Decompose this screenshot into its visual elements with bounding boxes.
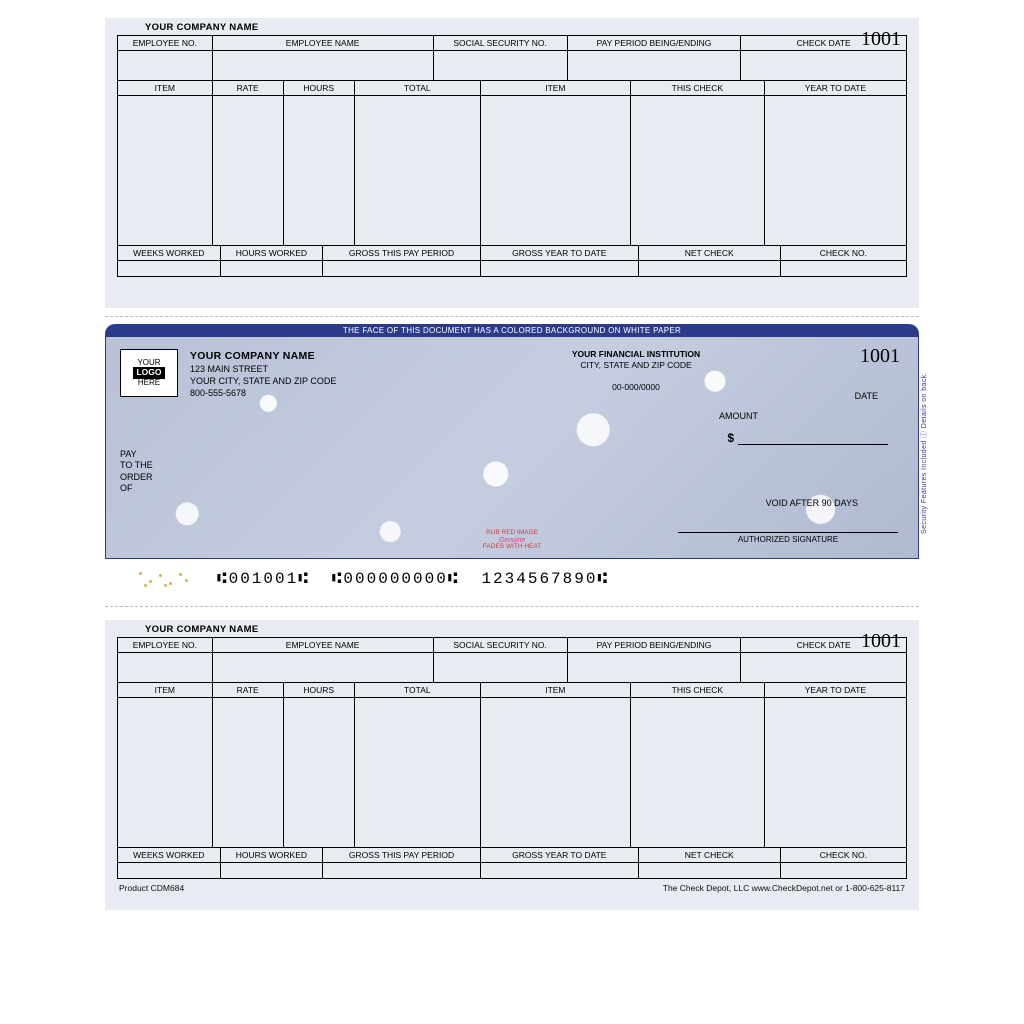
stub-summary-table: WEEKS WORKED HOURS WORKED GROSS THIS PAY… (117, 245, 907, 277)
signature-block: AUTHORIZED SIGNATURE (678, 532, 898, 544)
dollar-sign-icon: $ (727, 431, 734, 445)
gold-security-dots-icon (135, 570, 195, 588)
stub-company-name: YOUR COMPANY NAME (105, 620, 919, 637)
micr-routing: ⑆000000000⑆ (332, 570, 460, 588)
amount-line: $ (727, 431, 888, 445)
col-item2: ITEM (480, 81, 630, 96)
amount-label: AMOUNT (719, 411, 758, 421)
company-name: YOUR COMPANY NAME (190, 349, 336, 363)
pay-to-order-of: PAY TO THE ORDER OF (120, 449, 153, 494)
signature-label: AUTHORIZED SIGNATURE (738, 535, 838, 544)
logo-line1: YOUR (137, 358, 160, 367)
stub-check-number: 1001 (861, 630, 901, 653)
vendor-info: The Check Depot, LLC www.CheckDepot.net … (663, 883, 905, 893)
perforation-line (105, 606, 919, 612)
col-ssn: SOCIAL SECURITY NO. (433, 36, 567, 51)
stub-header-table: EMPLOYEE NO. EMPLOYEE NAME SOCIAL SECURI… (117, 637, 907, 683)
bank-name: YOUR FINANCIAL INSTITUTION (526, 349, 746, 360)
col-employee-no: EMPLOYEE NO. (118, 36, 213, 51)
date-label: DATE (855, 391, 878, 401)
check-number: 1001 (860, 345, 900, 368)
check-body: YOUR LOGO HERE YOUR COMPANY NAME 123 MAI… (105, 337, 919, 559)
col-item: ITEM (118, 81, 213, 96)
micr-line: ⑆001001⑆ ⑆000000000⑆ 1234567890⑆ (105, 559, 919, 599)
pay-stub-top: YOUR COMPANY NAME 1001 EMPLOYEE NO. EMPL… (105, 18, 919, 308)
bank-csz: CITY, STATE AND ZIP CODE (526, 360, 746, 371)
micr-account: 1234567890⑆ (481, 570, 609, 588)
col-this-check: THIS CHECK (630, 81, 764, 96)
col-hours: HOURS (283, 81, 354, 96)
perforation-line (105, 316, 919, 322)
col-weeks-worked: WEEKS WORKED (118, 246, 221, 261)
company-street: 123 MAIN STREET (190, 363, 336, 375)
col-gross-period: GROSS THIS PAY PERIOD (323, 246, 481, 261)
footer-line: Product CDM684 The Check Depot, LLC www.… (105, 879, 919, 893)
col-ytd: YEAR TO DATE (764, 81, 906, 96)
stub-summary-table: WEEKS WORKED HOURS WORKED GROSS THIS PAY… (117, 847, 907, 879)
pay-stub-bottom: YOUR COMPANY NAME 1001 EMPLOYEE NO. EMPL… (105, 620, 919, 910)
stub-company-name: YOUR COMPANY NAME (105, 18, 919, 35)
check-panel: THE FACE OF THIS DOCUMENT HAS A COLORED … (105, 324, 919, 604)
security-banner: THE FACE OF THIS DOCUMENT HAS A COLORED … (105, 324, 919, 337)
col-net-check: NET CHECK (638, 246, 780, 261)
void-after-text: VOID AFTER 90 DAYS (766, 498, 858, 508)
stub-header-table: EMPLOYEE NO. EMPLOYEE NAME SOCIAL SECURI… (117, 35, 907, 81)
stub-check-number: 1001 (861, 28, 901, 51)
logo-placeholder: YOUR LOGO HERE (120, 349, 178, 397)
micr-check-no: ⑆001001⑆ (217, 570, 310, 588)
col-gross-ytd: GROSS YEAR TO DATE (480, 246, 638, 261)
stub-detail-table: ITEM RATE HOURS TOTAL ITEM THIS CHECK YE… (117, 682, 907, 848)
logo-line3: HERE (138, 378, 160, 387)
col-pay-period: PAY PERIOD BEING/ENDING (567, 36, 741, 51)
company-csz: YOUR CITY, STATE AND ZIP CODE (190, 375, 336, 387)
bank-fraction: 00-000/0000 (526, 382, 746, 393)
col-check-no: CHECK NO. (780, 246, 906, 261)
bank-block: YOUR FINANCIAL INSTITUTION CITY, STATE A… (526, 349, 746, 393)
heat-seal-icon: RUB RED IMAGE Genuine FADES WITH HEAT (472, 530, 552, 550)
col-hours-worked: HOURS WORKED (220, 246, 323, 261)
company-address-block: YOUR COMPANY NAME 123 MAIN STREET YOUR C… (190, 349, 336, 400)
product-code: Product CDM684 (119, 883, 184, 893)
col-rate: RATE (212, 81, 283, 96)
company-phone: 800-555-5678 (190, 387, 336, 399)
security-side-note: Security Features Included ⓘ Details on … (919, 372, 929, 534)
stub-detail-table: ITEM RATE HOURS TOTAL ITEM THIS CHECK YE… (117, 80, 907, 246)
col-employee-name: EMPLOYEE NAME (212, 36, 433, 51)
col-total: TOTAL (354, 81, 480, 96)
